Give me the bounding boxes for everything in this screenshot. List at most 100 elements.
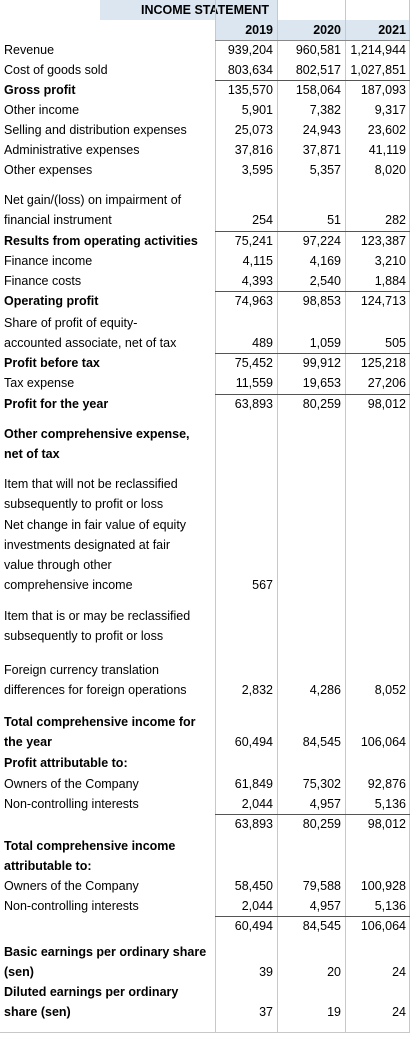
cell-value: 8,020 bbox=[374, 163, 406, 177]
cell-value: 37,816 bbox=[234, 143, 273, 157]
cell-value: 63,893 bbox=[234, 397, 273, 411]
cell-value: 5,901 bbox=[241, 103, 273, 117]
cell-value: 4,115 bbox=[242, 254, 273, 268]
cell-value: 60,494 bbox=[234, 735, 273, 749]
cell-value: 4,169 bbox=[309, 254, 341, 268]
row-label: Total comprehensive income for bbox=[4, 715, 196, 729]
cell-value: 2,044 bbox=[241, 797, 273, 811]
cell-value: 51 bbox=[327, 213, 341, 227]
cell-value: 123,387 bbox=[360, 234, 406, 248]
row-label: share (sen) bbox=[4, 1005, 71, 1019]
cell-value: 489 bbox=[252, 336, 273, 350]
cell-value: 80,259 bbox=[302, 817, 341, 831]
row-label: Total comprehensive income bbox=[4, 839, 176, 853]
cell-value: 106,064 bbox=[360, 919, 406, 933]
cell-value: 25,073 bbox=[234, 123, 273, 137]
cell-value: 97,224 bbox=[302, 234, 341, 248]
cell-value: 37 bbox=[259, 1005, 273, 1019]
subtotal-rule bbox=[215, 353, 410, 354]
row-label: Other expenses bbox=[4, 163, 93, 177]
row-label: subsequently to profit or loss bbox=[4, 629, 164, 643]
cell-value: 63,893 bbox=[234, 817, 273, 831]
cell-value: 39 bbox=[259, 965, 273, 979]
cell-value: 939,204 bbox=[227, 43, 273, 57]
row-label: Results from operating activities bbox=[4, 234, 198, 248]
cell-value: 4,957 bbox=[309, 899, 341, 913]
row-label: Net change in fair value of equity bbox=[4, 518, 187, 532]
row-label: subsequently to profit or loss bbox=[4, 497, 164, 511]
cell-value: 60,494 bbox=[234, 919, 273, 933]
row-label: Profit attributable to: bbox=[4, 756, 128, 770]
cell-value: 61,849 bbox=[234, 777, 273, 791]
cell-value: 125,218 bbox=[360, 356, 406, 370]
row-label: (sen) bbox=[4, 965, 34, 979]
subtotal-rule bbox=[215, 916, 410, 917]
cell-value: 254 bbox=[252, 213, 273, 227]
row-label: Cost of goods sold bbox=[4, 63, 108, 77]
subtotal-rule bbox=[215, 814, 410, 815]
cell-value: 5,357 bbox=[309, 163, 341, 177]
row-label: Selling and distribution expenses bbox=[4, 123, 187, 137]
cell-value: 8,052 bbox=[374, 683, 406, 697]
cell-value: 74,963 bbox=[234, 294, 273, 308]
cell-value: 2,832 bbox=[241, 683, 273, 697]
row-label: Administrative expenses bbox=[4, 143, 140, 157]
cell-value: 2,540 bbox=[309, 274, 341, 288]
row-label: Item that will not be reclassified bbox=[4, 477, 178, 491]
column-line bbox=[277, 0, 278, 1032]
cell-value: 80,259 bbox=[302, 397, 341, 411]
row-label: investments designated at fair bbox=[4, 538, 171, 552]
cell-value: 1,214,944 bbox=[350, 43, 406, 57]
title-band bbox=[100, 0, 277, 20]
cell-value: 3,210 bbox=[374, 254, 406, 268]
cell-value: 1,027,851 bbox=[350, 63, 406, 77]
row-label: the year bbox=[4, 735, 52, 749]
cell-value: 106,064 bbox=[360, 735, 406, 749]
subtotal-rule bbox=[215, 291, 410, 292]
cell-value: 27,206 bbox=[367, 376, 406, 390]
cell-value: 58,450 bbox=[234, 879, 273, 893]
row-label: Share of profit of equity- bbox=[4, 316, 138, 330]
row-label: Other comprehensive expense, bbox=[4, 427, 190, 441]
cell-value: 24 bbox=[392, 965, 406, 979]
row-label: Revenue bbox=[4, 43, 55, 57]
column-line bbox=[345, 0, 346, 1032]
year-header: 2020 bbox=[313, 23, 341, 37]
row-label: comprehensive income bbox=[4, 578, 133, 592]
row-label: Finance costs bbox=[4, 274, 82, 288]
row-label: Profit before tax bbox=[4, 356, 100, 370]
cell-value: 19,653 bbox=[302, 376, 341, 390]
row-label: Tax expense bbox=[4, 376, 75, 390]
year-band bbox=[215, 20, 410, 40]
subtotal-rule bbox=[215, 80, 410, 81]
cell-value: 84,545 bbox=[302, 919, 341, 933]
cell-value: 75,452 bbox=[234, 356, 273, 370]
cell-value: 187,093 bbox=[360, 83, 406, 97]
cell-value: 100,928 bbox=[360, 879, 406, 893]
cell-value: 79,588 bbox=[302, 879, 341, 893]
cell-value: 20 bbox=[327, 965, 341, 979]
cell-value: 41,119 bbox=[368, 143, 406, 157]
cell-value: 1,884 bbox=[374, 274, 406, 288]
row-label: Other income bbox=[4, 103, 80, 117]
row-label: Net gain/(loss) on impairment of bbox=[4, 193, 182, 207]
cell-value: 4,393 bbox=[241, 274, 273, 288]
cell-value: 75,241 bbox=[234, 234, 273, 248]
row-label: net of tax bbox=[4, 447, 60, 461]
year-header: 2021 bbox=[378, 23, 406, 37]
cell-value: 4,957 bbox=[309, 797, 341, 811]
cell-value: 99,912 bbox=[302, 356, 341, 370]
cell-value: 5,136 bbox=[374, 797, 406, 811]
column-line bbox=[215, 0, 216, 1032]
cell-value: 23,602 bbox=[367, 123, 406, 137]
cell-value: 9,317 bbox=[374, 103, 406, 117]
row-label: Owners of the Company bbox=[4, 777, 139, 791]
row-label: differences for foreign operations bbox=[4, 683, 187, 697]
cell-value: 282 bbox=[385, 213, 406, 227]
cell-value: 84,545 bbox=[302, 735, 341, 749]
cell-value: 4,286 bbox=[309, 683, 341, 697]
cell-value: 960,581 bbox=[295, 43, 341, 57]
row-label: Basic earnings per ordinary share bbox=[4, 945, 207, 959]
cell-value: 24,943 bbox=[302, 123, 341, 137]
